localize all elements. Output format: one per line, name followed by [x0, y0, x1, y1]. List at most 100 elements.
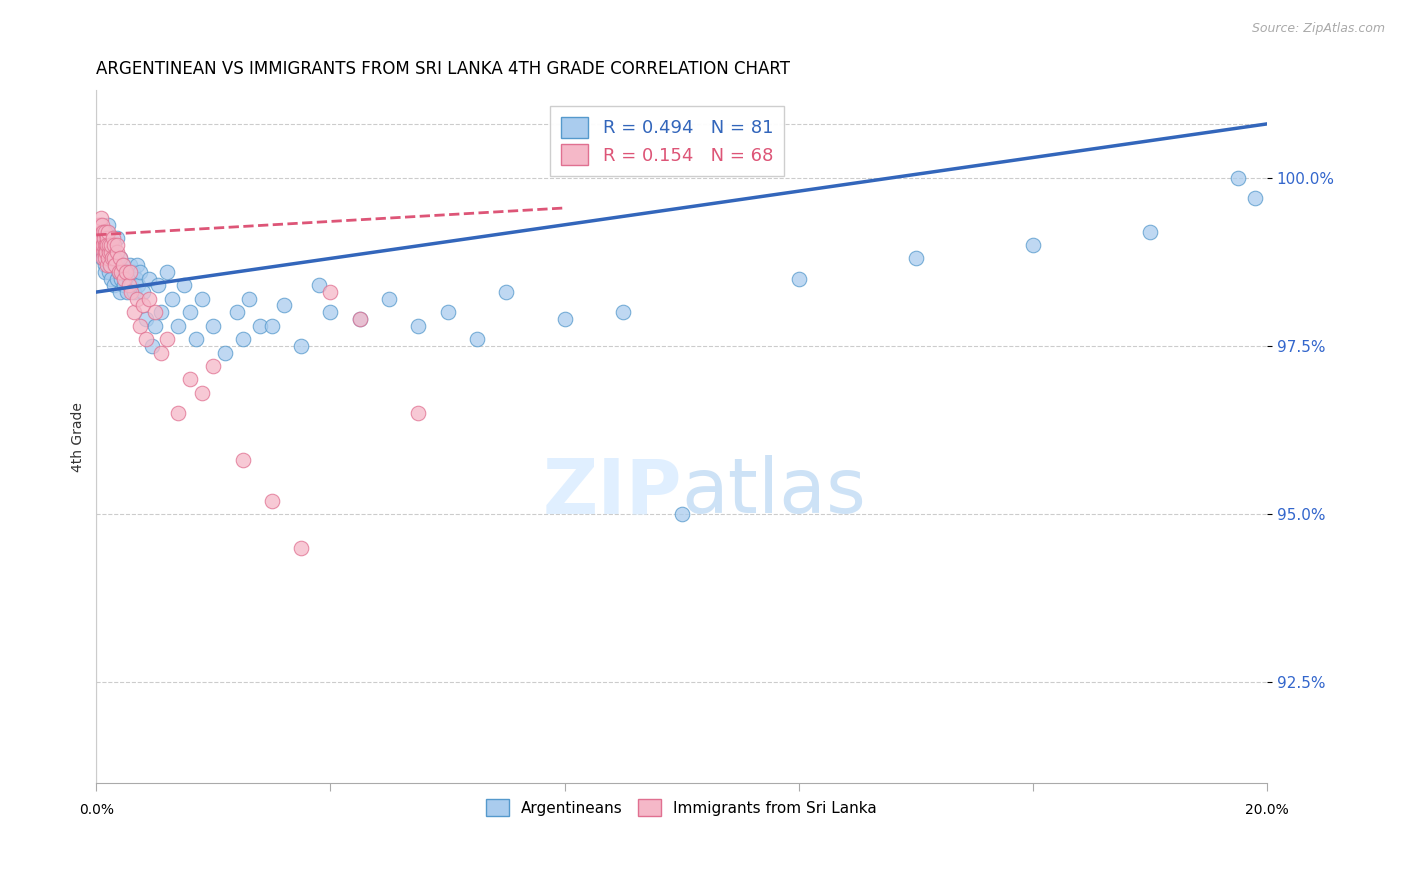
Point [97, 252, 120, 266]
Point [135, 312, 157, 326]
Point [89, 231, 111, 245]
Point [319, 305, 342, 319]
Point [167, 406, 190, 420]
Point [554, 312, 576, 326]
Point [115, 285, 138, 299]
Point [114, 278, 136, 293]
Point [100, 244, 122, 259]
Point [93, 252, 115, 266]
Point [91, 231, 114, 245]
Point [129, 265, 152, 279]
Point [103, 238, 125, 252]
Y-axis label: 4th Grade: 4th Grade [72, 401, 86, 472]
Point [110, 265, 132, 279]
Point [96, 244, 118, 259]
Point [94, 238, 117, 252]
Point [87, 231, 110, 245]
Point [101, 252, 124, 266]
Point [94, 265, 117, 279]
Point [135, 332, 157, 346]
Point [671, 507, 693, 521]
Point [90, 225, 112, 239]
Point [349, 312, 371, 326]
Point [1226, 170, 1249, 185]
Text: 20.0%: 20.0% [1246, 803, 1289, 817]
Point [117, 278, 139, 293]
Point [349, 312, 371, 326]
Point [155, 265, 177, 279]
Point [98, 265, 121, 279]
Point [104, 252, 127, 266]
Point [436, 305, 458, 319]
Point [108, 252, 131, 266]
Point [378, 292, 401, 306]
Point [162, 292, 184, 306]
Point [190, 386, 212, 401]
Point [91, 218, 114, 232]
Point [89, 238, 111, 252]
Point [1022, 238, 1045, 252]
Point [465, 332, 488, 346]
Point [105, 271, 128, 285]
Point [89, 238, 111, 252]
Point [96, 244, 118, 259]
Point [121, 265, 143, 279]
Text: 0.0%: 0.0% [79, 803, 114, 817]
Point [143, 318, 166, 333]
Point [107, 265, 129, 279]
Point [94, 252, 117, 266]
Point [308, 278, 330, 293]
Point [91, 252, 114, 266]
Point [143, 305, 166, 319]
Point [121, 285, 143, 299]
Point [97, 218, 120, 232]
Point [787, 271, 810, 285]
Point [129, 318, 152, 333]
Point [214, 345, 236, 359]
Point [124, 285, 146, 299]
Point [93, 231, 115, 245]
Point [141, 339, 163, 353]
Point [167, 318, 190, 333]
Point [260, 493, 283, 508]
Point [232, 453, 254, 467]
Point [114, 265, 136, 279]
Point [97, 225, 120, 239]
Point [904, 252, 927, 266]
Point [97, 252, 120, 266]
Point [149, 345, 172, 359]
Point [173, 278, 195, 293]
Point [202, 359, 225, 373]
Text: atlas: atlas [682, 455, 866, 529]
Point [260, 318, 283, 333]
Point [249, 318, 271, 333]
Point [232, 332, 254, 346]
Text: ZIP: ZIP [543, 455, 682, 529]
Point [100, 244, 122, 259]
Point [1244, 191, 1267, 205]
Point [408, 318, 430, 333]
Point [87, 218, 110, 232]
Point [91, 244, 114, 259]
Point [91, 225, 114, 239]
Point [105, 244, 128, 259]
Point [94, 238, 117, 252]
Point [103, 258, 125, 272]
Text: ARGENTINEAN VS IMMIGRANTS FROM SRI LANKA 4TH GRADE CORRELATION CHART: ARGENTINEAN VS IMMIGRANTS FROM SRI LANKA… [97, 60, 790, 78]
Point [90, 225, 112, 239]
Point [98, 258, 121, 272]
Point [125, 271, 148, 285]
Point [179, 372, 201, 386]
Point [104, 258, 127, 272]
Point [149, 305, 172, 319]
Point [90, 244, 112, 259]
Point [93, 258, 115, 272]
Point [108, 285, 131, 299]
Point [103, 252, 125, 266]
Point [238, 292, 260, 306]
Point [124, 305, 146, 319]
Point [105, 231, 128, 245]
Point [184, 332, 207, 346]
Point [96, 231, 118, 245]
Point [96, 238, 118, 252]
